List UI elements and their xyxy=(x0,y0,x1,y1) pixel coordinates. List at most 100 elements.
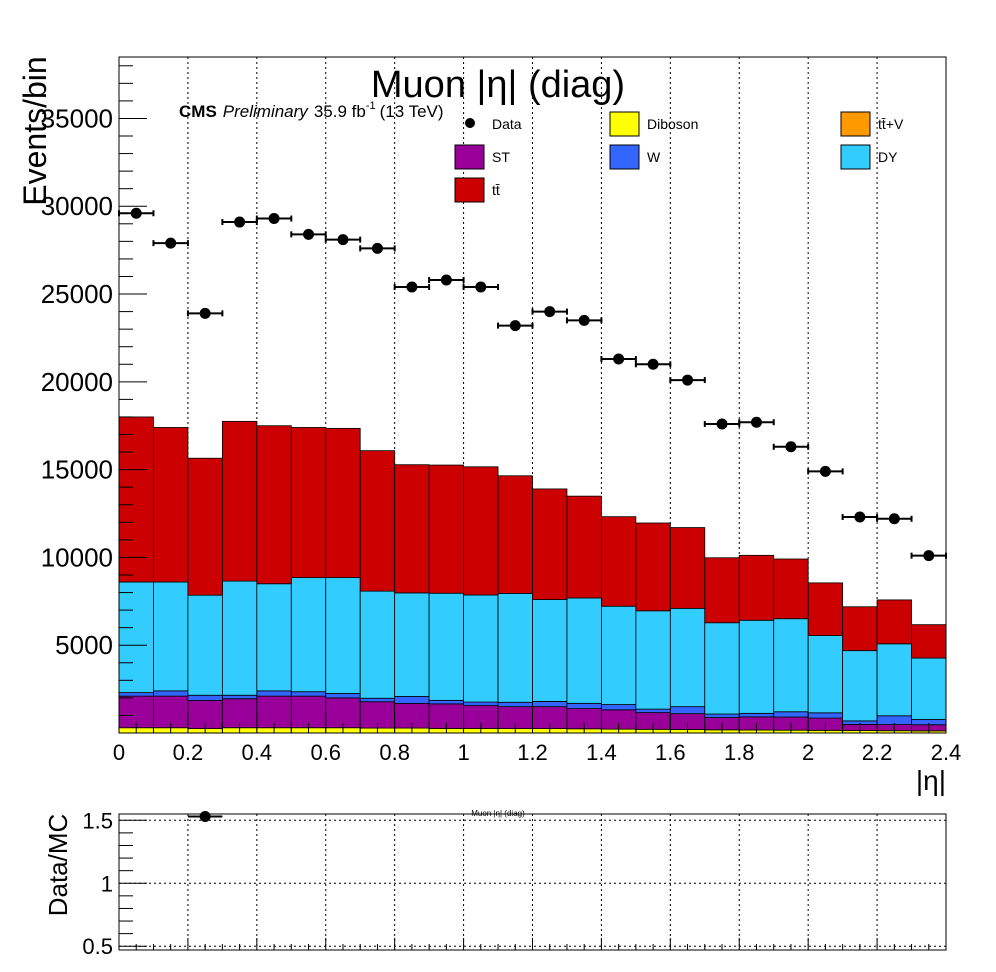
data-point xyxy=(428,274,465,286)
data-point xyxy=(634,358,672,370)
x-tick-label: 1.6 xyxy=(655,740,686,765)
bar-DY xyxy=(153,581,189,692)
data-point xyxy=(531,306,568,318)
bar-DY xyxy=(256,583,292,692)
bar-tt̄ xyxy=(601,516,637,607)
bar-DY xyxy=(911,657,947,720)
bar-tt̄ xyxy=(876,599,912,645)
x-tick-label: 0.2 xyxy=(173,740,204,765)
data-point xyxy=(703,418,741,430)
main-data-points xyxy=(118,207,947,562)
data-point xyxy=(152,237,189,249)
bar-DY xyxy=(428,592,464,701)
bar-DY xyxy=(394,592,430,697)
bar-DY xyxy=(738,619,775,714)
bar-tt̄ xyxy=(221,420,258,582)
svg-text:Data: Data xyxy=(492,116,522,132)
bar-W xyxy=(153,690,189,697)
bar-tt̄ xyxy=(118,416,154,583)
bar-W xyxy=(428,699,464,705)
bar-ST xyxy=(290,695,327,729)
svg-text:tt̄: tt̄ xyxy=(492,182,500,198)
bar-tt̄ xyxy=(359,450,396,592)
x-tick-label: 0.6 xyxy=(310,740,341,765)
x-tick-label: 1.8 xyxy=(724,740,755,765)
svg-text:W: W xyxy=(647,149,661,165)
bar-W xyxy=(325,693,361,699)
bar-tt̄ xyxy=(773,558,809,620)
bar-W xyxy=(566,702,602,709)
legend-entry: tt̄+V xyxy=(840,111,904,137)
bar-ST xyxy=(118,695,154,729)
bar-DY xyxy=(842,650,878,722)
bar-tt̄ xyxy=(532,488,568,600)
bar-tt̄ xyxy=(325,427,361,579)
bar-tt̄ xyxy=(463,466,499,596)
bar-tt̄ xyxy=(394,464,430,594)
y-tick-label: 5000 xyxy=(55,630,113,660)
data-point xyxy=(565,314,603,326)
cms-label: CMS Preliminary 35.9 fb-1 (13 TeV) xyxy=(179,100,444,121)
y-tick-label: 30000 xyxy=(41,191,113,221)
bar-DY xyxy=(118,581,154,694)
bar-W xyxy=(221,694,258,700)
bar-W xyxy=(359,697,396,703)
main-y-title: Events/bin xyxy=(17,56,53,205)
bar-W xyxy=(704,713,740,718)
main-x-title: |η| xyxy=(916,765,946,796)
data-point xyxy=(255,213,293,225)
svg-text:DY: DY xyxy=(878,149,898,165)
legend-entry: Diboson xyxy=(609,111,698,137)
ratio-y-tick-label: 0.5 xyxy=(82,934,113,959)
bar-DY xyxy=(601,605,637,705)
bar-tt̄ xyxy=(911,624,947,659)
bar-DY xyxy=(773,618,809,713)
bar-W xyxy=(497,701,533,708)
x-tick-label: 1.4 xyxy=(586,740,617,765)
bar-tt̄ xyxy=(807,582,844,636)
main-title: Muon |η| (diag) xyxy=(371,64,625,106)
bar-DY xyxy=(221,580,258,696)
bar-ST xyxy=(256,695,292,729)
x-tick-label: 1.2 xyxy=(517,740,548,765)
bar-tt̄ xyxy=(704,557,740,624)
bar-tt̄ xyxy=(497,475,533,594)
bar-DY xyxy=(463,594,499,703)
bar-W xyxy=(669,706,706,715)
bar-W xyxy=(394,696,430,704)
data-point xyxy=(393,281,431,293)
legend: Data Diboson tt̄+V ST W DY tt̄ xyxy=(454,111,904,203)
data-point xyxy=(876,513,913,525)
ratio-y-tick-label: 1.5 xyxy=(82,808,113,833)
bar-tt̄ xyxy=(256,425,292,585)
main-y-axis: 5000 10000 15000 20000 25000 30000 35000 xyxy=(41,65,147,734)
y-tick-label: 20000 xyxy=(41,367,113,397)
data-point xyxy=(669,374,706,386)
bar-W xyxy=(118,692,154,697)
x-tick-label: 1 xyxy=(457,740,469,765)
bar-W xyxy=(601,704,637,711)
data-point xyxy=(462,281,500,293)
bar-DY xyxy=(359,590,396,699)
data-point xyxy=(324,234,362,246)
bar-W xyxy=(532,700,568,708)
bar-W xyxy=(738,712,775,718)
data-point xyxy=(600,353,637,365)
legend-entry: tt̄ xyxy=(454,177,500,203)
bar-W xyxy=(256,690,292,697)
y-tick-label: 35000 xyxy=(41,103,113,133)
bar-W xyxy=(187,694,223,701)
bar-DY xyxy=(704,622,740,715)
data-point xyxy=(186,307,224,319)
bar-ST xyxy=(153,695,189,729)
bar-tt̄ xyxy=(669,527,706,609)
x-tick-label: 2.4 xyxy=(931,740,962,765)
bar-DY xyxy=(325,577,361,694)
data-point xyxy=(772,441,810,453)
main-x-axis: 0 0.2 0.4 0.6 0.8 1 1.2 1.4 1.6 1.8 2 2.2 2.4 xyxy=(113,713,961,765)
data-point xyxy=(841,511,879,523)
data-point xyxy=(359,242,396,254)
bar-DY xyxy=(807,635,844,714)
bar-DY xyxy=(566,597,602,704)
